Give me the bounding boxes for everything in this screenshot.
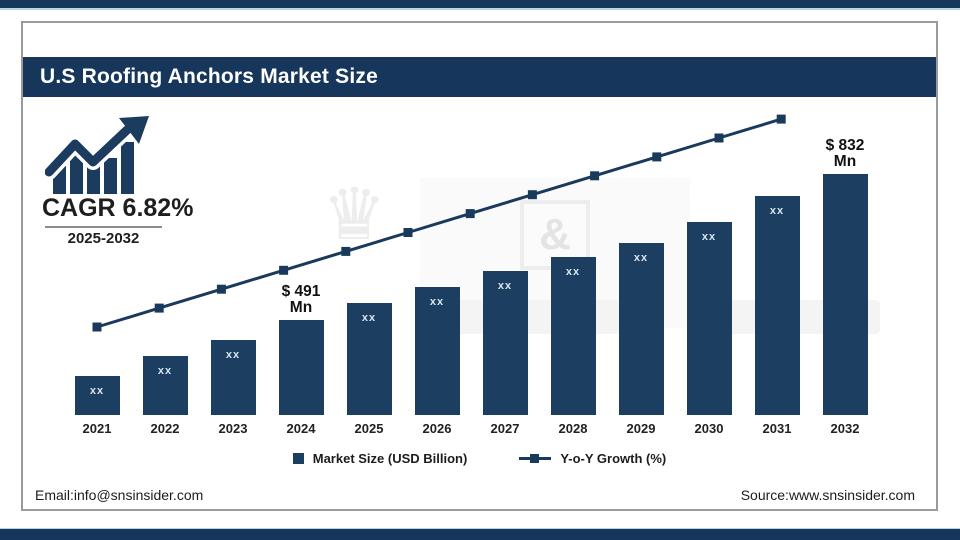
bar-2024 [278,320,324,415]
bar-2022: xx [142,356,188,415]
legend-label: Y-o-Y Growth (%) [560,451,667,466]
legend-label: Market Size (USD Billion) [312,451,468,466]
bar-2021: xx [74,376,120,415]
bar-value-label-2023: xx [225,349,241,361]
bottom-brand-strip [0,528,960,540]
bar-2032 [822,174,868,415]
bar-value-label-2026: xx [429,296,445,308]
line-swatch-icon [519,454,552,463]
bar-2031: xx [754,196,800,415]
x-axis-label-2030: 2030 [694,421,724,436]
value-callout-2032: $ 832 Mn [825,137,865,170]
bar-value-label-2028: xx [565,266,581,278]
x-axis-label-2023: 2023 [218,421,248,436]
x-axis-label-2031: 2031 [762,421,792,436]
bar-value-label-2031: xx [769,205,785,217]
x-axis-label-2027: 2027 [490,421,520,436]
bar-2026: xx [414,287,460,415]
x-axis-label-2032: 2032 [830,421,860,436]
bar-2029: xx [618,243,664,415]
value-callout-2024: $ 491 Mn [281,283,321,316]
top-brand-strip [0,0,960,10]
bar-2028: xx [550,257,596,415]
bar-swatch-icon [292,453,304,464]
title-bar: U.S Roofing Anchors Market Size [23,57,936,97]
x-axis-label-2022: 2022 [150,421,180,436]
chart-legend: Market Size (USD Billion) Y-o-Y Growth (… [23,451,936,466]
bar-2027: xx [482,271,528,415]
x-axis-label-2024: 2024 [286,421,316,436]
x-axis-label-2026: 2026 [422,421,452,436]
x-axis-label-2025: 2025 [354,421,384,436]
bar-value-label-2022: xx [157,365,173,377]
bar-value-label-2029: xx [633,252,649,264]
bar-2025: xx [346,303,392,415]
x-axis-label-2029: 2029 [626,421,656,436]
bar-value-label-2030: xx [701,231,717,243]
contact-email-text: Email:info@snsinsider.com [35,487,204,503]
source-text: Source:www.snsinsider.com [740,487,915,503]
bar-2030: xx [686,222,732,415]
x-axis-label-2021: 2021 [82,421,112,436]
legend-item-market-size: Market Size (USD Billion) [292,451,468,466]
bar-2023: xx [210,340,256,415]
x-axis-label-2028: 2028 [558,421,588,436]
page-title: U.S Roofing Anchors Market Size [40,65,378,88]
bar-value-label-2025: xx [361,312,377,324]
bar-value-label-2027: xx [497,280,513,292]
bar-value-label-2021: xx [89,385,105,397]
legend-item-yoy-growth: Y-o-Y Growth (%) [519,451,666,466]
